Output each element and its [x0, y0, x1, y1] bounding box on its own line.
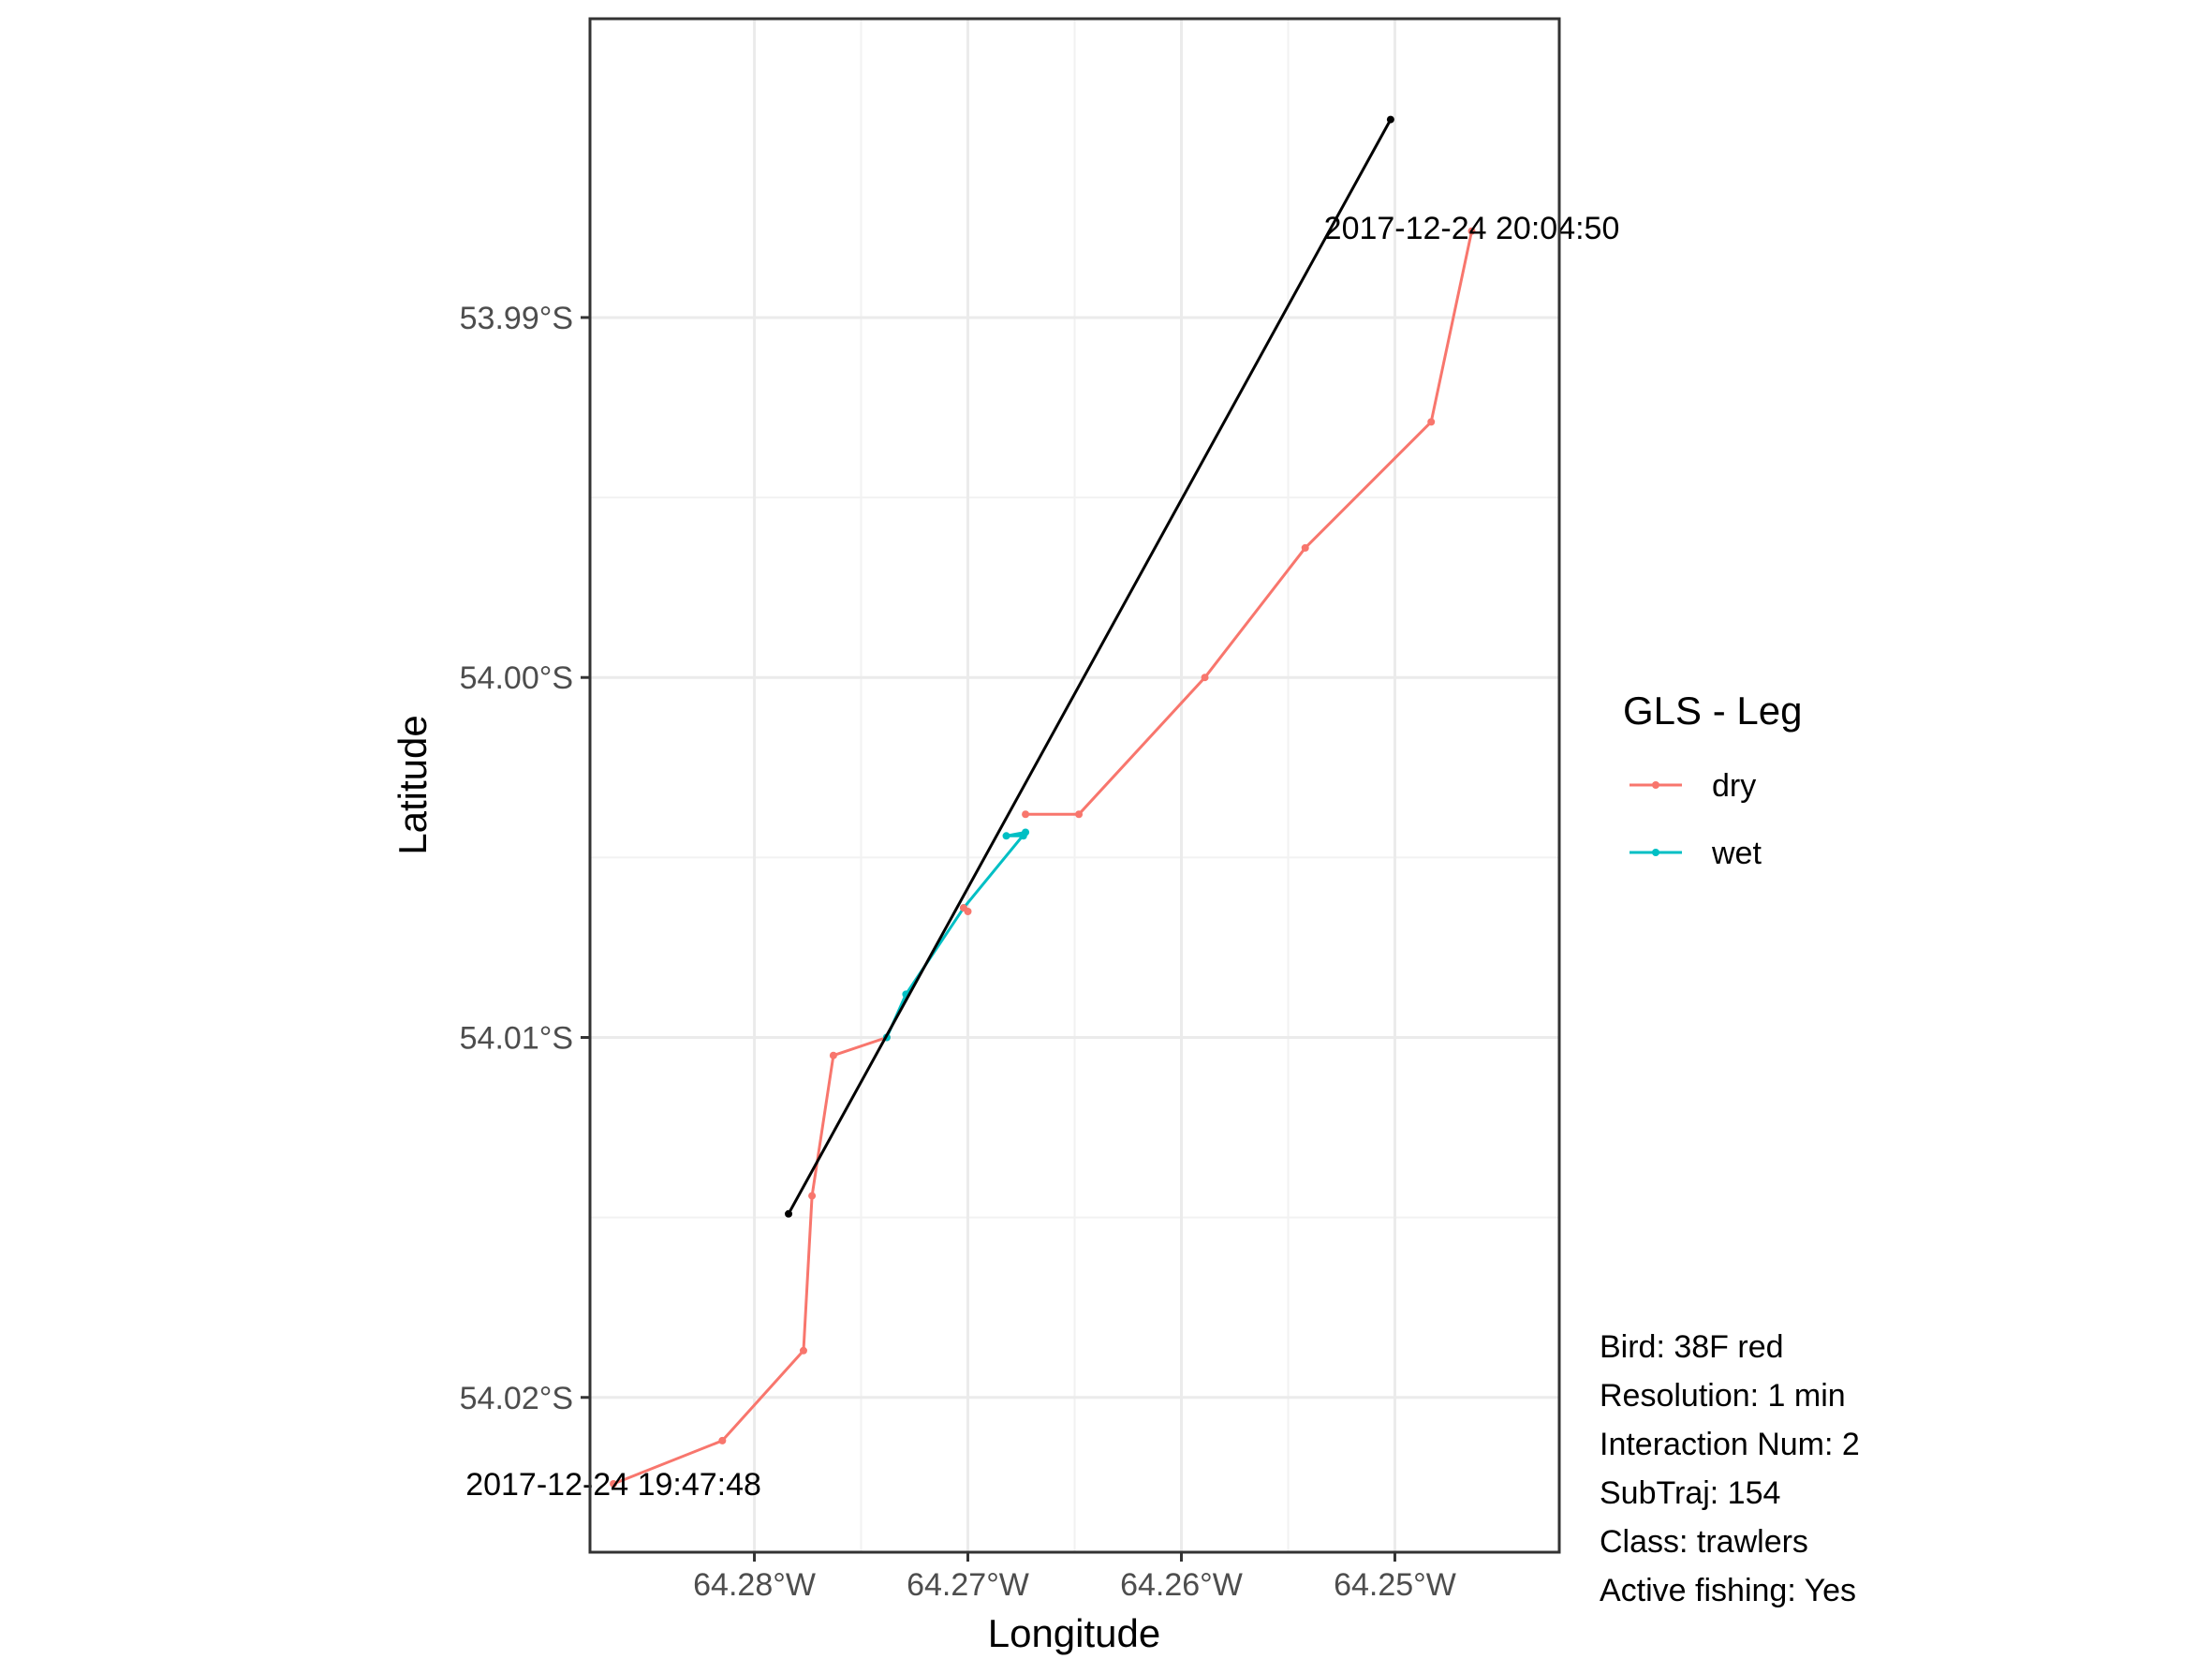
legend-label-dry: dry	[1712, 768, 1756, 804]
y-tick-label: 53.99°S	[460, 301, 573, 336]
time-annotations: 2017-12-24 20:04:50 2017-12-24 19:47:48	[465, 211, 1619, 1503]
series-line-track	[787, 118, 1393, 1215]
grid-lines	[590, 19, 1559, 1552]
legend-swatch-dry-point	[1652, 781, 1659, 789]
series-point-dry	[1301, 543, 1309, 552]
y-tick-label: 54.01°S	[460, 1020, 573, 1056]
series-point-dry	[808, 1192, 817, 1200]
timestamp-label: 2017-12-24 19:47:48	[465, 1467, 761, 1503]
legend-label-wet: wet	[1711, 836, 1762, 871]
y-tick-label: 54.00°S	[460, 660, 573, 696]
series-point-dry	[1201, 674, 1209, 682]
legend-item-wet: wet	[1630, 836, 1762, 871]
series-point-dry	[1022, 810, 1030, 819]
series-point-wet	[1019, 832, 1027, 840]
info-subtraj: SubTraj: 154	[1600, 1475, 1780, 1511]
series-point-dry	[610, 1479, 618, 1488]
series-point-dry	[829, 1051, 837, 1059]
x-tick-label: 64.25°W	[1334, 1567, 1456, 1603]
y-tick-label: 54.02°S	[460, 1381, 573, 1416]
x-tick-label: 64.27°W	[907, 1567, 1029, 1603]
series-line-dry	[612, 1036, 888, 1486]
series-point-wet	[1002, 832, 1010, 840]
x-axis-title: Longitude	[988, 1611, 1161, 1655]
x-tick-label: 64.28°W	[693, 1567, 816, 1603]
timestamp-label: 2017-12-24 20:04:50	[1324, 211, 1620, 246]
x-tick-label: 64.26°W	[1120, 1567, 1243, 1603]
legend-title: GLS - Leg	[1623, 689, 1802, 733]
series-line-dry	[1025, 230, 1473, 816]
plot-border	[588, 17, 1561, 1554]
info-block: Bird: 38F red Resolution: 1 min Interact…	[1600, 1329, 1860, 1608]
trajectory-marks	[610, 115, 1476, 1488]
series-point-track	[1386, 115, 1394, 124]
info-resolution: Resolution: 1 min	[1600, 1378, 1846, 1414]
series-point-track	[964, 907, 972, 915]
info-bird: Bird: 38F red	[1600, 1329, 1784, 1365]
series-point-dry	[718, 1436, 727, 1444]
series-point-dry	[799, 1346, 807, 1355]
axis-ticks: 64.28°W 64.27°W 64.26°W 64.25°W 53.99°S 54.00…	[460, 301, 1456, 1603]
info-interaction-num: Interaction Num: 2	[1600, 1427, 1860, 1462]
series-point-track	[785, 1209, 793, 1218]
info-active-fishing: Active fishing: Yes	[1600, 1573, 1856, 1608]
legend-item-dry: dry	[1630, 768, 1756, 804]
info-class: Class: trawlers	[1600, 1524, 1808, 1560]
legend-swatch-wet-point	[1652, 849, 1659, 856]
series-point-dry	[1427, 418, 1436, 426]
legend: GLS - Leg dry wet	[1623, 689, 1802, 871]
series-point-dry	[1075, 810, 1084, 819]
series-point-dry	[1467, 227, 1476, 235]
y-axis-title: Latitude	[391, 715, 435, 854]
